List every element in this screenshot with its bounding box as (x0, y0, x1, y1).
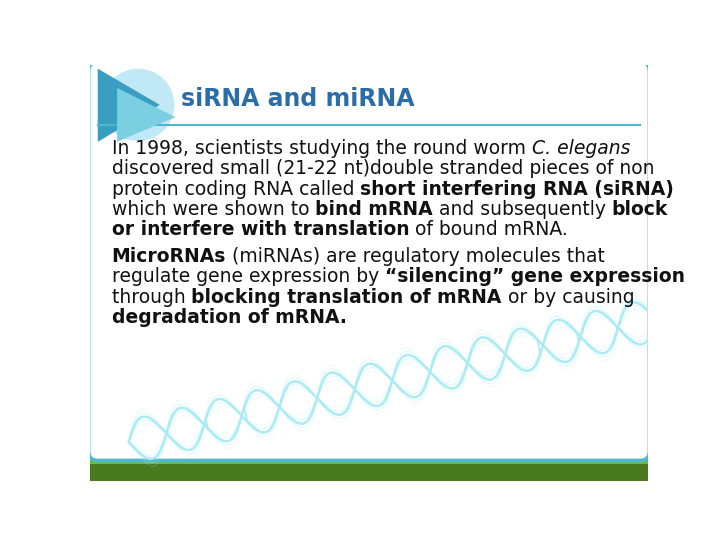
Circle shape (102, 70, 174, 140)
Text: of bound mRNA.: of bound mRNA. (410, 220, 568, 239)
Text: In 1998, scientists studying the round worm: In 1998, scientists studying the round w… (112, 139, 531, 158)
Text: blocking translation of mRNA: blocking translation of mRNA (192, 288, 502, 307)
Text: protein coding RNA called: protein coding RNA called (112, 179, 360, 199)
Text: or by causing: or by causing (502, 288, 634, 307)
Text: regulate gene expression by: regulate gene expression by (112, 267, 385, 286)
Text: block: block (612, 200, 668, 219)
Bar (90, 456, 648, 481)
Text: or interfere with translation: or interfere with translation (112, 220, 410, 239)
Text: (miRNAs) are regulatory molecules that: (miRNAs) are regulatory molecules that (226, 247, 605, 266)
Text: which were shown to: which were shown to (112, 200, 315, 219)
Bar (90, 456, 648, 464)
Text: discovered small (21-22 nt)double stranded pieces of non: discovered small (21-22 nt)double strand… (112, 159, 654, 178)
Text: MicroRNAs: MicroRNAs (112, 247, 226, 266)
Text: short interfering RNA (siRNA): short interfering RNA (siRNA) (360, 179, 674, 199)
Polygon shape (117, 88, 175, 142)
Text: degradation of mRNA.: degradation of mRNA. (112, 308, 346, 327)
Polygon shape (98, 69, 160, 142)
Text: bind mRNA: bind mRNA (315, 200, 433, 219)
Text: “silencing” gene expression: “silencing” gene expression (385, 267, 685, 286)
Text: and subsequently: and subsequently (433, 200, 612, 219)
FancyBboxPatch shape (89, 62, 649, 461)
Text: siRNA and miRNA: siRNA and miRNA (181, 87, 415, 111)
Text: C. elegans: C. elegans (531, 139, 630, 158)
Text: through: through (112, 288, 192, 307)
